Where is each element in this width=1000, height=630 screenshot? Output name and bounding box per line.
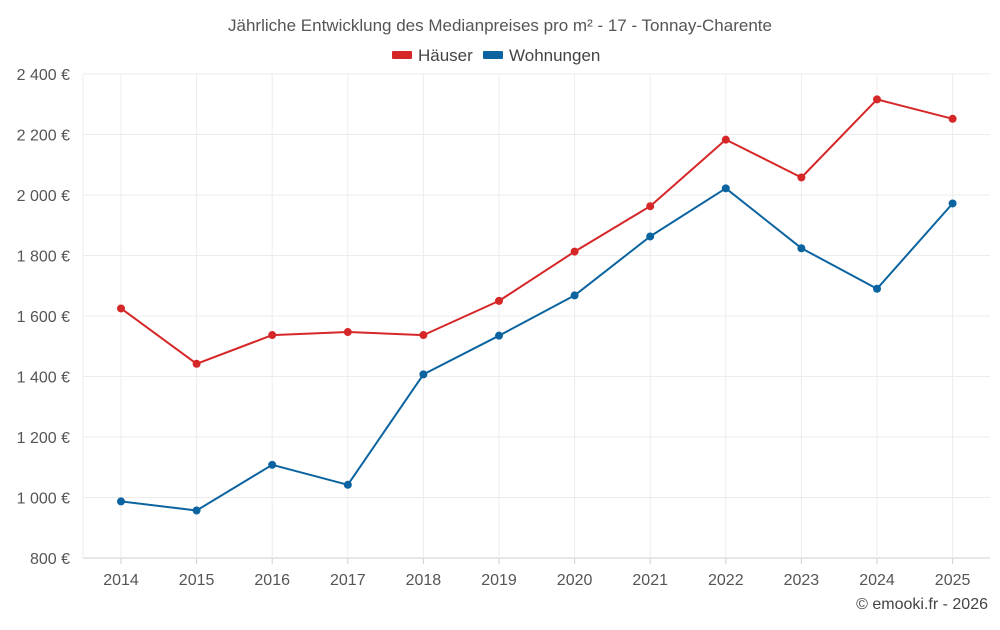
y-tick-label: 1 400 € [17, 370, 70, 387]
series-line-apartments [120, 187, 954, 512]
data-point-houses[interactable] [873, 95, 881, 104]
data-point-apartments[interactable] [117, 497, 125, 506]
series-lines [117, 95, 957, 515]
series-line-houses [120, 98, 953, 365]
data-point-houses[interactable] [117, 304, 125, 313]
data-point-houses[interactable] [192, 359, 201, 368]
x-tick-label: 2020 [557, 572, 593, 589]
data-point-apartments[interactable] [721, 184, 730, 193]
x-tick-label: 2017 [330, 572, 366, 589]
y-tick-label: 1 200 € [17, 430, 70, 447]
legend-label-houses[interactable]: Häuser [418, 46, 473, 65]
x-tick-label: 2016 [254, 572, 290, 589]
data-point-apartments[interactable] [570, 291, 579, 300]
data-point-houses[interactable] [268, 331, 277, 340]
x-axis-ticks: 2014 2015 2016 2017 2018 2019 2020 2021 2022 2023… [103, 572, 970, 589]
data-point-apartments[interactable] [192, 506, 201, 515]
x-tick-label: 2025 [935, 572, 971, 589]
data-point-apartments[interactable] [268, 460, 277, 469]
y-tick-label: 1 600 € [17, 309, 70, 326]
x-tick-label: 2022 [708, 572, 744, 589]
data-point-houses[interactable] [797, 173, 806, 182]
data-point-houses[interactable] [419, 331, 428, 340]
data-point-houses[interactable] [570, 247, 579, 256]
grid [82, 73, 990, 564]
data-point-apartments[interactable] [646, 232, 655, 241]
credit-text[interactable]: © emooki.fr - 2026 [856, 596, 988, 613]
data-point-houses[interactable] [948, 114, 957, 123]
legend-swatch-houses [392, 51, 412, 59]
x-tick-label: 2015 [179, 572, 215, 589]
data-point-apartments[interactable] [495, 331, 503, 340]
data-point-houses[interactable] [721, 135, 730, 144]
x-tick-label: 2023 [784, 572, 820, 589]
legend: Häuser Wohnungen [392, 46, 600, 65]
data-point-houses[interactable] [646, 202, 655, 211]
legend-swatch-apartments [483, 51, 503, 59]
data-point-houses[interactable] [495, 296, 503, 305]
y-tick-label: 1 000 € [17, 491, 70, 508]
y-tick-label: 2 400 € [17, 67, 70, 84]
data-point-apartments[interactable] [873, 284, 881, 293]
legend-label-apartments[interactable]: Wohnungen [509, 46, 600, 65]
data-point-apartments[interactable] [797, 244, 806, 253]
y-tick-label: 2 200 € [17, 128, 70, 145]
x-tick-label: 2014 [103, 572, 139, 589]
chart-title: Jährliche Entwicklung des Medianpreises … [228, 16, 772, 35]
y-axis-ticks: 800 € 1 000 € 1 200 € 1 400 € 1 600 € 1 800 €… [17, 67, 70, 568]
data-point-apartments[interactable] [948, 199, 957, 208]
x-tick-label: 2021 [632, 572, 668, 589]
y-tick-label: 800 € [30, 551, 70, 568]
data-point-apartments[interactable] [343, 480, 352, 489]
x-tick-label: 2024 [859, 572, 895, 589]
x-tick-label: 2019 [481, 572, 517, 589]
data-point-apartments[interactable] [419, 370, 428, 379]
y-tick-label: 2 000 € [17, 188, 70, 205]
y-tick-label: 1 800 € [17, 249, 70, 266]
x-tick-label: 2018 [406, 572, 442, 589]
data-point-houses[interactable] [343, 328, 352, 337]
